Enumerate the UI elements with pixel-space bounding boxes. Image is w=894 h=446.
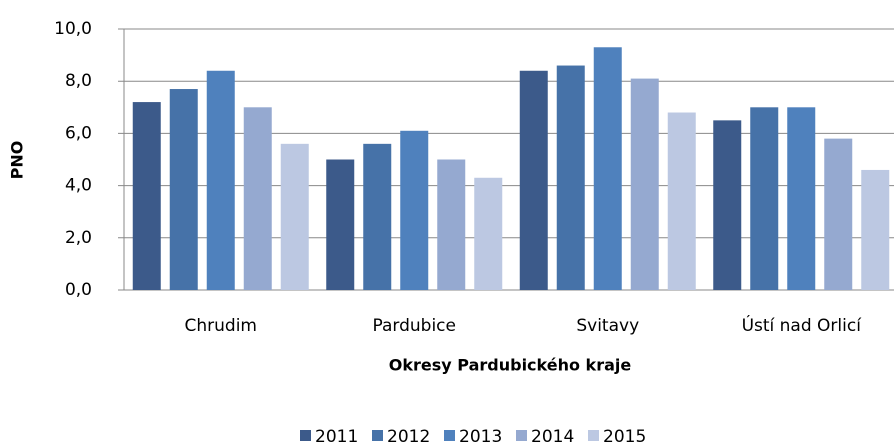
bar [474,177,503,290]
legend-swatch [372,430,383,441]
x-tick-label: Ústí nad Orlicí [742,314,863,336]
y-tick-label: 10,0 [54,19,92,39]
bar [824,138,853,290]
legend-swatch [588,430,599,441]
bar [593,47,622,290]
bar [206,70,235,290]
bar [861,169,890,290]
bar [400,130,429,290]
y-tick-label: 2,0 [65,228,92,248]
x-tick-label: Chrudim [185,316,257,336]
y-tick-label: 8,0 [65,71,92,91]
y-tick-label: 6,0 [65,123,92,143]
legend-swatch [300,430,311,441]
bar [243,107,272,290]
x-axis-title: Okresy Pardubického kraje [389,356,632,375]
y-tick-label: 4,0 [65,176,92,196]
legend-swatch [444,430,455,441]
legend-label: 2015 [603,427,646,446]
bar [667,112,696,291]
x-tick-label: Svitavy [576,316,639,336]
legend-label: 2014 [531,427,574,446]
bar [132,102,161,290]
bar [750,107,779,290]
bar [280,143,309,290]
legend-label: 2011 [315,427,358,446]
x-tick-label: Pardubice [373,316,456,336]
bar [363,143,392,290]
legend-label: 2012 [387,427,430,446]
bar [787,107,816,290]
bar [326,159,355,290]
bar [169,89,198,290]
y-axis-title: PNO [8,141,27,180]
legend-label: 2013 [459,427,502,446]
bar [630,78,659,290]
bar [556,65,585,290]
y-tick-label: 0,0 [65,280,92,300]
legend-swatch [516,430,527,441]
bar [713,120,742,290]
bar [437,159,466,290]
bar [519,70,548,290]
